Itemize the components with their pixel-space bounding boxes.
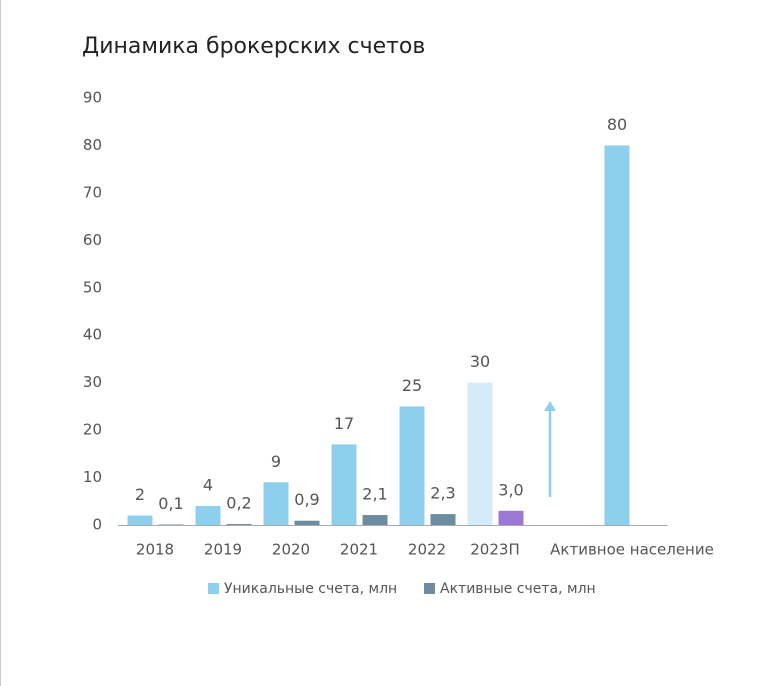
y-tick-label: 70 — [83, 183, 102, 201]
bar — [263, 482, 289, 525]
value-label: 17 — [334, 414, 354, 433]
value-label: 25 — [402, 376, 422, 395]
value-label: 0,1 — [158, 494, 183, 513]
bar — [331, 444, 357, 525]
x-tick-label: 2021 — [340, 541, 378, 559]
x-tick-label: 2019 — [204, 541, 242, 559]
bar — [467, 382, 493, 525]
x-tick-label: Активное население — [550, 541, 714, 559]
y-tick-label: 30 — [83, 373, 102, 391]
value-label: 0,2 — [226, 494, 251, 513]
y-tick-label: 50 — [83, 278, 102, 296]
value-label: 9 — [271, 452, 281, 471]
value-label: 4 — [203, 476, 213, 495]
y-tick-label: 20 — [83, 421, 102, 439]
legend-swatch — [208, 583, 219, 594]
bar — [294, 520, 320, 525]
bar — [226, 524, 252, 525]
value-label: 3,0 — [498, 480, 523, 499]
y-tick-label: 90 — [83, 89, 102, 107]
value-label: 30 — [470, 352, 490, 371]
legend-label: Активные счета, млн — [440, 581, 596, 597]
bar — [498, 510, 524, 525]
value-label: 80 — [607, 115, 627, 134]
bar — [604, 145, 630, 525]
bar — [127, 515, 153, 525]
bar — [362, 515, 388, 525]
x-tick-label: 2022 — [408, 541, 446, 559]
bar — [430, 514, 456, 525]
y-tick-label: 80 — [83, 136, 102, 154]
legend-label: Уникальные счета, млн — [224, 581, 397, 597]
x-tick-label: 2023П — [470, 541, 519, 559]
bar — [195, 506, 221, 525]
y-tick-label: 10 — [83, 468, 102, 486]
x-tick-label: 2020 — [272, 541, 310, 559]
y-tick-label: 60 — [83, 231, 102, 249]
value-label: 0,9 — [294, 490, 319, 509]
value-label: 2,1 — [362, 485, 387, 504]
legend-swatch — [424, 583, 435, 594]
y-tick-label: 40 — [83, 326, 102, 344]
bar — [399, 406, 425, 525]
value-label: 2 — [135, 485, 145, 504]
arrow — [544, 401, 556, 497]
chart-title: Динамика брокерских счетов — [82, 34, 425, 59]
value-label: 2,3 — [430, 484, 455, 503]
y-tick-label: 0 — [92, 516, 102, 534]
x-tick-label: 2018 — [136, 541, 174, 559]
